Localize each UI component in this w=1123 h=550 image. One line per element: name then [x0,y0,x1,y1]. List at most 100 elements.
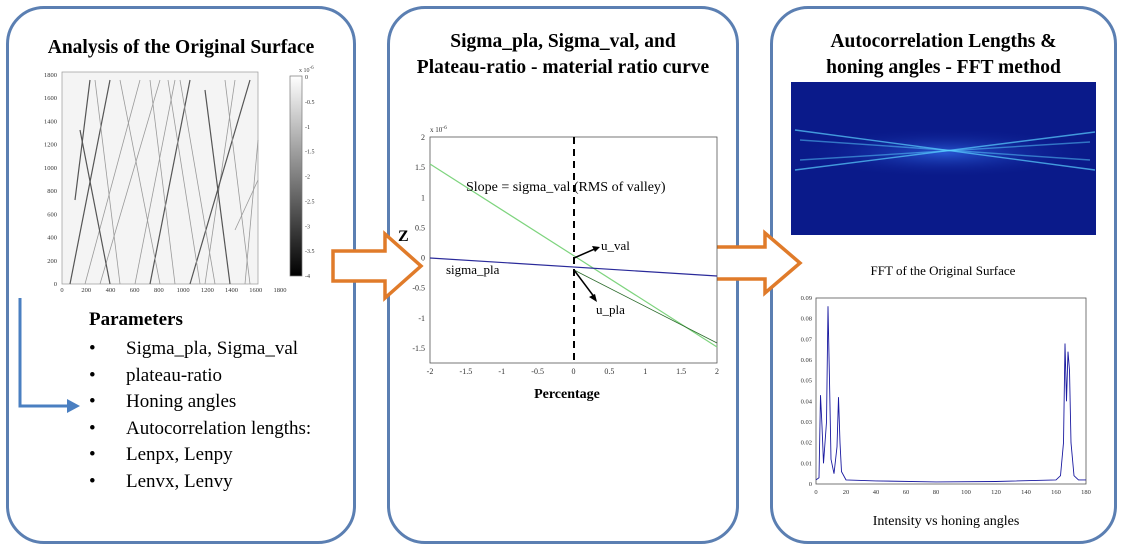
surface-map-y-tick: 400 [47,235,57,242]
plot-exponent: x 10-6 [430,125,447,134]
colorbar-tick: -2.5 [305,199,315,205]
u-val-arrow-head [592,246,600,252]
parameter-item: Lenvx, Lenvy [89,469,311,496]
scratch-line [204,89,231,285]
surface-map-y-tick: 200 [47,258,57,265]
surface-map-x-tick: 800 [154,287,164,294]
parameter-item: Sigma_pla, Sigma_val [89,336,311,363]
fft-x-tick: 40 [873,489,880,496]
colorbar-exponent: x 10-6 [299,66,314,74]
panel1-title: Analysis of the Original Surface [47,37,315,58]
plot-y-tick: 1 [421,193,425,202]
fft-y-tick: 0.05 [801,378,812,385]
colorbar-tick: 0 [305,75,308,81]
sigma-pla-label: sigma_pla [446,262,500,277]
surface-map-x-tick: 1800 [274,287,287,294]
scratch-line [99,79,161,285]
scratch-line [149,79,191,285]
plot-y-tick: -0.5 [412,284,425,293]
scratch-line [149,79,176,285]
colorbar-tick: -2 [305,175,310,181]
fft-y-tick: 0 [809,481,812,488]
plot-x-tick: -1.5 [460,367,473,376]
u-pla-arrow-head [589,294,597,302]
fft-y-tick: 0.06 [801,357,813,364]
scratch-line [119,79,161,285]
fft-y-tick: 0.01 [801,460,812,467]
scratch-line [224,79,251,285]
fft-x-tick: 20 [843,489,850,496]
fft-plot-caption: Intensity vs honing angles [873,514,1020,529]
parameter-item: Honing angles [89,389,311,416]
connector-arrow [18,298,70,408]
scratch-line [94,79,121,285]
fft-x-tick: 180 [1081,489,1091,496]
fft-x-tick: 0 [814,489,817,496]
colorbar-tick: -1.5 [305,150,315,156]
fft-y-tick: 0.09 [801,295,812,302]
plot-x-tick: 0 [572,367,576,376]
parameter-item: plateau-ratio [89,363,311,390]
panel3-title-line1: Autocorrelation Lengths & [830,31,1057,52]
fft-plot-ticks: 0.09 0.08 0.07 0.06 0.05 0.04 0.03 0.02 0.01 00 20… [801,295,1091,496]
plot-x-tick: -0.5 [531,367,544,376]
plot-y-tick: -1 [418,314,425,323]
colorbar-tick: -4 [305,274,310,280]
percentage-axis-label: Percentage [534,387,600,402]
surface-map-x-tick: 200 [81,287,91,294]
surface-map-y-tick: 0 [54,281,57,288]
scratch-line [234,179,259,231]
plot-y-tick: 0 [421,254,425,263]
colorbar-ticks: 0 -0.5 -1 -1.5 -2 -2.5 -3 -3.5 -4 [305,75,315,280]
u-pla-arrow [573,269,596,299]
scratch-line [84,79,141,285]
fft-x-tick: 80 [933,489,940,496]
fft-x-tick: 160 [1051,489,1061,496]
colorbar-tick: -0.5 [305,100,315,106]
fft-y-tick: 0.08 [801,316,812,323]
plot-y-tick: 1.5 [415,163,425,172]
fft-y-tick: 0.03 [801,419,812,426]
surface-scratches [69,79,259,285]
fft-intensity-curve [815,306,1086,483]
parameters-list: Sigma_pla, Sigma_val plateau-ratio Honin… [89,336,311,495]
fft-plot-frame [815,297,1087,485]
colorbar [289,75,303,277]
panel2-title-line1: Sigma_pla, Sigma_val, and [450,31,676,52]
panel2-title-line2: Plateau-ratio - material ratio curve [416,57,710,78]
parameter-item: Autocorrelation lengths: [89,416,311,443]
scratch-line [167,79,201,285]
surface-map-ticks: 1800 1600 1400 1200 1000 800 600 400 200 00 200 400… [44,72,287,294]
surface-map-y-tick: 800 [47,188,57,195]
plot-y-tick: -1.5 [412,344,425,353]
green-line-lower [573,269,718,344]
surface-map-x-tick: 0 [60,287,63,294]
plot-ticks: 2 1.5 1 0.5 0 -0.5 -1 -1.5 -2 -1.5 -1 -0.5 0 0.5 1 1.5 2 [412,133,719,376]
plot-x-tick: -1 [498,367,505,376]
surface-map-y-tick: 1600 [44,95,57,102]
z-axis-label: Z [398,228,409,245]
u-val-label: u_val [601,238,630,253]
u-pla-label: u_pla [596,302,625,317]
fft-streak [799,141,1091,161]
u-val-arrow [573,247,598,259]
fft-y-tick: 0.02 [801,440,812,447]
surface-map-x-tick: 1200 [201,287,214,294]
surface-map-x-tick: 1000 [177,287,190,294]
surface-map-y-tick: 1000 [44,165,57,172]
fft-x-tick: 100 [961,489,971,496]
plot-x-tick: -2 [427,367,434,376]
surface-map-y-tick: 1200 [44,142,57,149]
plot-x-tick: 2 [715,367,719,376]
fft-x-tick: 120 [991,489,1001,496]
plot-x-tick: 1.5 [676,367,686,376]
scratch-line [189,79,251,285]
plot-y-tick: 2 [421,133,425,142]
connector-arrow-head [67,399,80,413]
scratch-line [179,79,216,285]
surface-map-y-tick: 1400 [44,118,57,125]
fft-y-tick: 0.04 [801,398,813,405]
